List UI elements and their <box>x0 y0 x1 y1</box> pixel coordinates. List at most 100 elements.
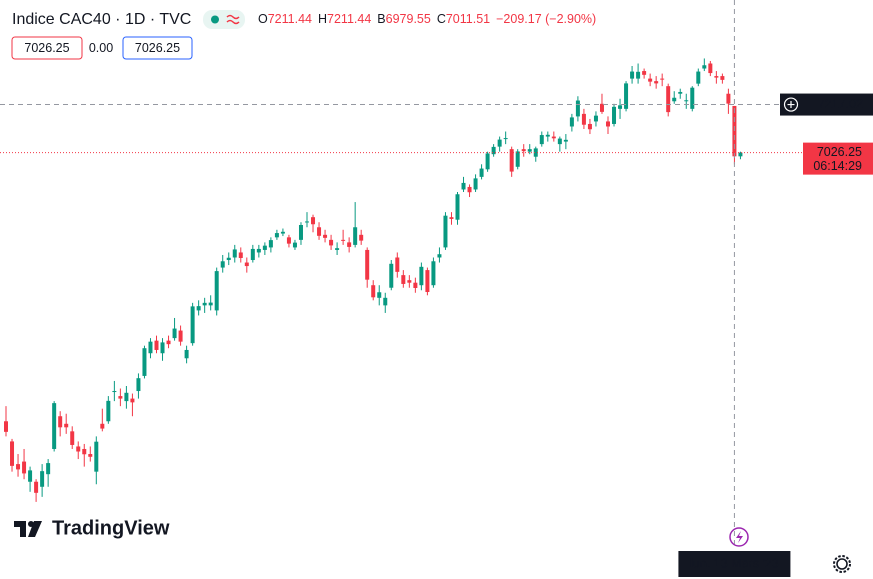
candle-body <box>268 240 273 248</box>
candle-body <box>425 270 430 293</box>
candle-body <box>401 275 406 284</box>
gear-teeth <box>833 555 851 573</box>
candle-body <box>642 71 647 75</box>
candle-body <box>329 239 334 246</box>
candle-body <box>527 149 532 152</box>
candle-body <box>575 100 580 117</box>
candle-body <box>262 245 267 250</box>
candle-body <box>419 266 424 286</box>
legend-key: C <box>437 12 446 26</box>
candle-body <box>563 139 568 142</box>
candle-body <box>34 481 39 493</box>
crosshair-price-label: 7217.02 <box>818 97 863 111</box>
candle-body <box>473 178 478 190</box>
candle-body <box>551 136 556 139</box>
candle-body <box>292 242 297 248</box>
candle-body <box>76 446 81 452</box>
candle-body <box>178 330 183 342</box>
candle-body <box>593 115 598 122</box>
legend-value: 7211.44 <box>327 12 371 26</box>
candle-body <box>587 123 592 130</box>
candle-body <box>455 194 460 220</box>
candle-body <box>431 261 436 286</box>
candle-body <box>118 396 123 399</box>
candle-body <box>298 224 303 240</box>
price-box-label: 7026.25 <box>135 41 180 55</box>
legend-value: 7211.44 <box>268 12 312 26</box>
candle-body <box>413 282 418 288</box>
candle-body <box>636 71 641 79</box>
candle-body <box>88 454 93 457</box>
candle-body <box>702 65 707 69</box>
countdown: 06:14:29 <box>813 159 862 173</box>
legend-key: H <box>318 12 327 26</box>
candle-body <box>10 441 15 466</box>
candle-body <box>443 215 448 248</box>
candle-body <box>70 431 75 445</box>
gear <box>836 558 848 570</box>
ohlc-legend: O7211.44 H7211.44 B6979.55 C7011.51 −209.17 … <box>258 12 596 26</box>
legend-change: −209.17 (−2.90%) <box>496 12 596 26</box>
candle-body <box>690 87 695 109</box>
candle-body <box>569 117 574 127</box>
candle-body <box>678 91 683 94</box>
candle-body <box>738 152 743 157</box>
legend-value: 7011.51 <box>446 12 490 26</box>
candle-body <box>383 297 388 306</box>
candle-body <box>696 71 701 84</box>
candle-body <box>148 341 153 354</box>
candle-body <box>142 348 147 376</box>
candle-body <box>160 342 165 354</box>
candle-body <box>100 423 105 429</box>
candle-body <box>618 105 623 109</box>
candle-body <box>485 153 490 170</box>
candle-body <box>305 221 309 223</box>
price-box-label: 0.00 <box>89 41 113 55</box>
candle-body <box>612 106 617 124</box>
candle-body <box>509 149 514 172</box>
price-box-label: 7026.25 <box>24 41 69 55</box>
candle-body <box>256 248 261 253</box>
candle-body <box>184 349 189 359</box>
settings[interactable] <box>833 555 851 573</box>
candle-body <box>341 239 346 241</box>
candle-body <box>660 78 665 80</box>
candle-body <box>581 113 586 125</box>
candle-body <box>46 463 51 475</box>
crosshair-price-box <box>780 93 873 116</box>
candle-body <box>335 248 340 250</box>
add-alert-plus <box>787 101 795 109</box>
candle-body <box>606 121 610 127</box>
legend-key: O <box>258 12 268 26</box>
candle-body <box>461 182 466 190</box>
logo-icon <box>14 521 42 537</box>
candle-body <box>124 392 129 402</box>
current-price-box <box>803 142 873 175</box>
tradingview-logo: TradingView <box>14 517 170 539</box>
candle-body <box>497 139 502 147</box>
candle-body <box>208 302 213 306</box>
candle-body <box>238 252 243 259</box>
candle-body <box>130 398 135 403</box>
status-pill[interactable] <box>203 10 245 29</box>
candle-body <box>323 234 328 238</box>
candle-body <box>112 391 117 393</box>
candle-body <box>250 248 255 261</box>
candle-body <box>389 263 394 288</box>
candle-body <box>154 340 159 350</box>
candle-body <box>377 292 382 298</box>
events-icon[interactable] <box>729 527 749 547</box>
price-box <box>122 36 193 60</box>
candle-body <box>166 340 171 345</box>
candle-body <box>214 271 219 311</box>
candle-body <box>624 83 629 109</box>
candle-body <box>136 378 141 392</box>
candle-body <box>684 100 689 102</box>
candle-body <box>317 227 322 236</box>
candle-body <box>58 416 63 428</box>
candle-body <box>395 257 400 272</box>
candle-body <box>16 464 21 470</box>
candle-body <box>82 448 87 455</box>
